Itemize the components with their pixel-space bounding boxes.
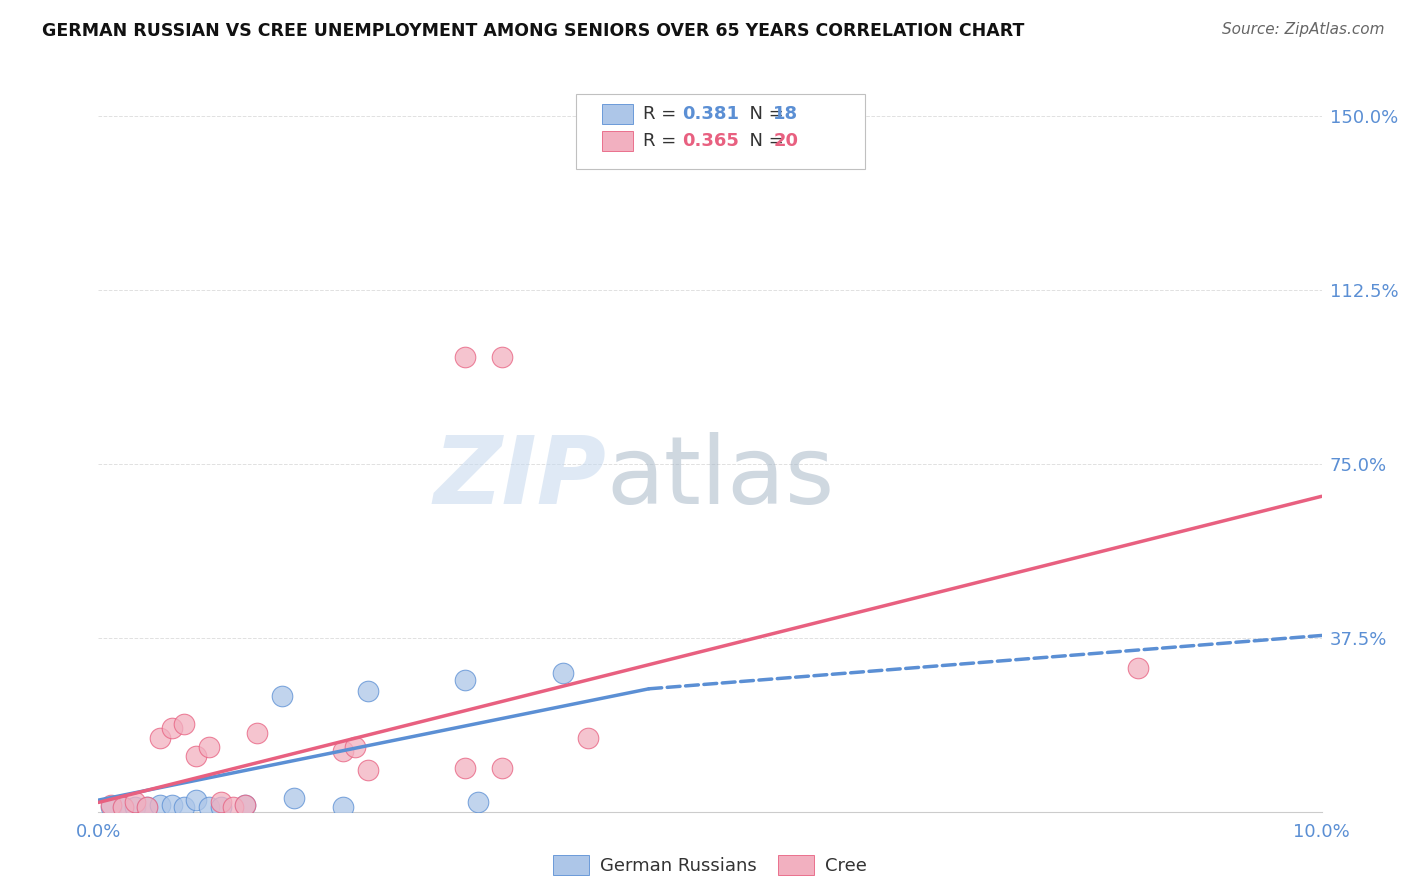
Text: 20: 20 xyxy=(773,132,799,150)
Text: 0.381: 0.381 xyxy=(682,105,740,123)
Point xyxy=(160,721,183,735)
Point xyxy=(454,673,477,687)
Point xyxy=(160,797,183,812)
Point xyxy=(111,800,134,814)
Text: N =: N = xyxy=(738,132,790,150)
Point xyxy=(233,797,256,812)
Point xyxy=(197,739,219,754)
Point xyxy=(222,800,245,814)
Point xyxy=(356,684,378,698)
Point xyxy=(491,761,513,775)
Text: N =: N = xyxy=(738,105,790,123)
Point xyxy=(356,763,378,777)
Point xyxy=(576,731,599,745)
Point xyxy=(553,665,575,680)
Point xyxy=(100,797,122,812)
Text: R =: R = xyxy=(643,132,682,150)
Point xyxy=(209,800,232,814)
Point xyxy=(246,726,269,740)
Text: ZIP: ZIP xyxy=(433,432,606,524)
Text: 18: 18 xyxy=(773,105,799,123)
Point xyxy=(270,689,292,703)
Point xyxy=(454,350,477,364)
Point xyxy=(209,796,232,810)
Point xyxy=(173,800,195,814)
Point xyxy=(173,716,195,731)
Point xyxy=(491,350,513,364)
Point xyxy=(197,800,219,814)
Point xyxy=(124,796,146,810)
Y-axis label: Unemployment Among Seniors over 65 years: Unemployment Among Seniors over 65 years xyxy=(0,275,8,653)
Point xyxy=(136,800,159,814)
Point xyxy=(332,744,354,758)
Point xyxy=(1128,661,1150,675)
Point xyxy=(233,797,256,812)
Point xyxy=(186,793,208,807)
Point xyxy=(111,800,134,814)
Point xyxy=(344,739,367,754)
Point xyxy=(149,797,172,812)
Legend: German Russians, Cree: German Russians, Cree xyxy=(546,847,875,883)
Text: 0.365: 0.365 xyxy=(682,132,738,150)
Text: atlas: atlas xyxy=(606,432,834,524)
Text: Source: ZipAtlas.com: Source: ZipAtlas.com xyxy=(1222,22,1385,37)
Point xyxy=(283,790,305,805)
Point xyxy=(100,800,122,814)
Text: GERMAN RUSSIAN VS CREE UNEMPLOYMENT AMONG SENIORS OVER 65 YEARS CORRELATION CHAR: GERMAN RUSSIAN VS CREE UNEMPLOYMENT AMON… xyxy=(42,22,1025,40)
Text: R =: R = xyxy=(643,105,682,123)
Point xyxy=(136,800,159,814)
Point xyxy=(124,800,146,814)
Point xyxy=(467,796,489,810)
Point xyxy=(149,731,172,745)
Point xyxy=(186,749,208,764)
Point xyxy=(332,800,354,814)
Point xyxy=(454,761,477,775)
